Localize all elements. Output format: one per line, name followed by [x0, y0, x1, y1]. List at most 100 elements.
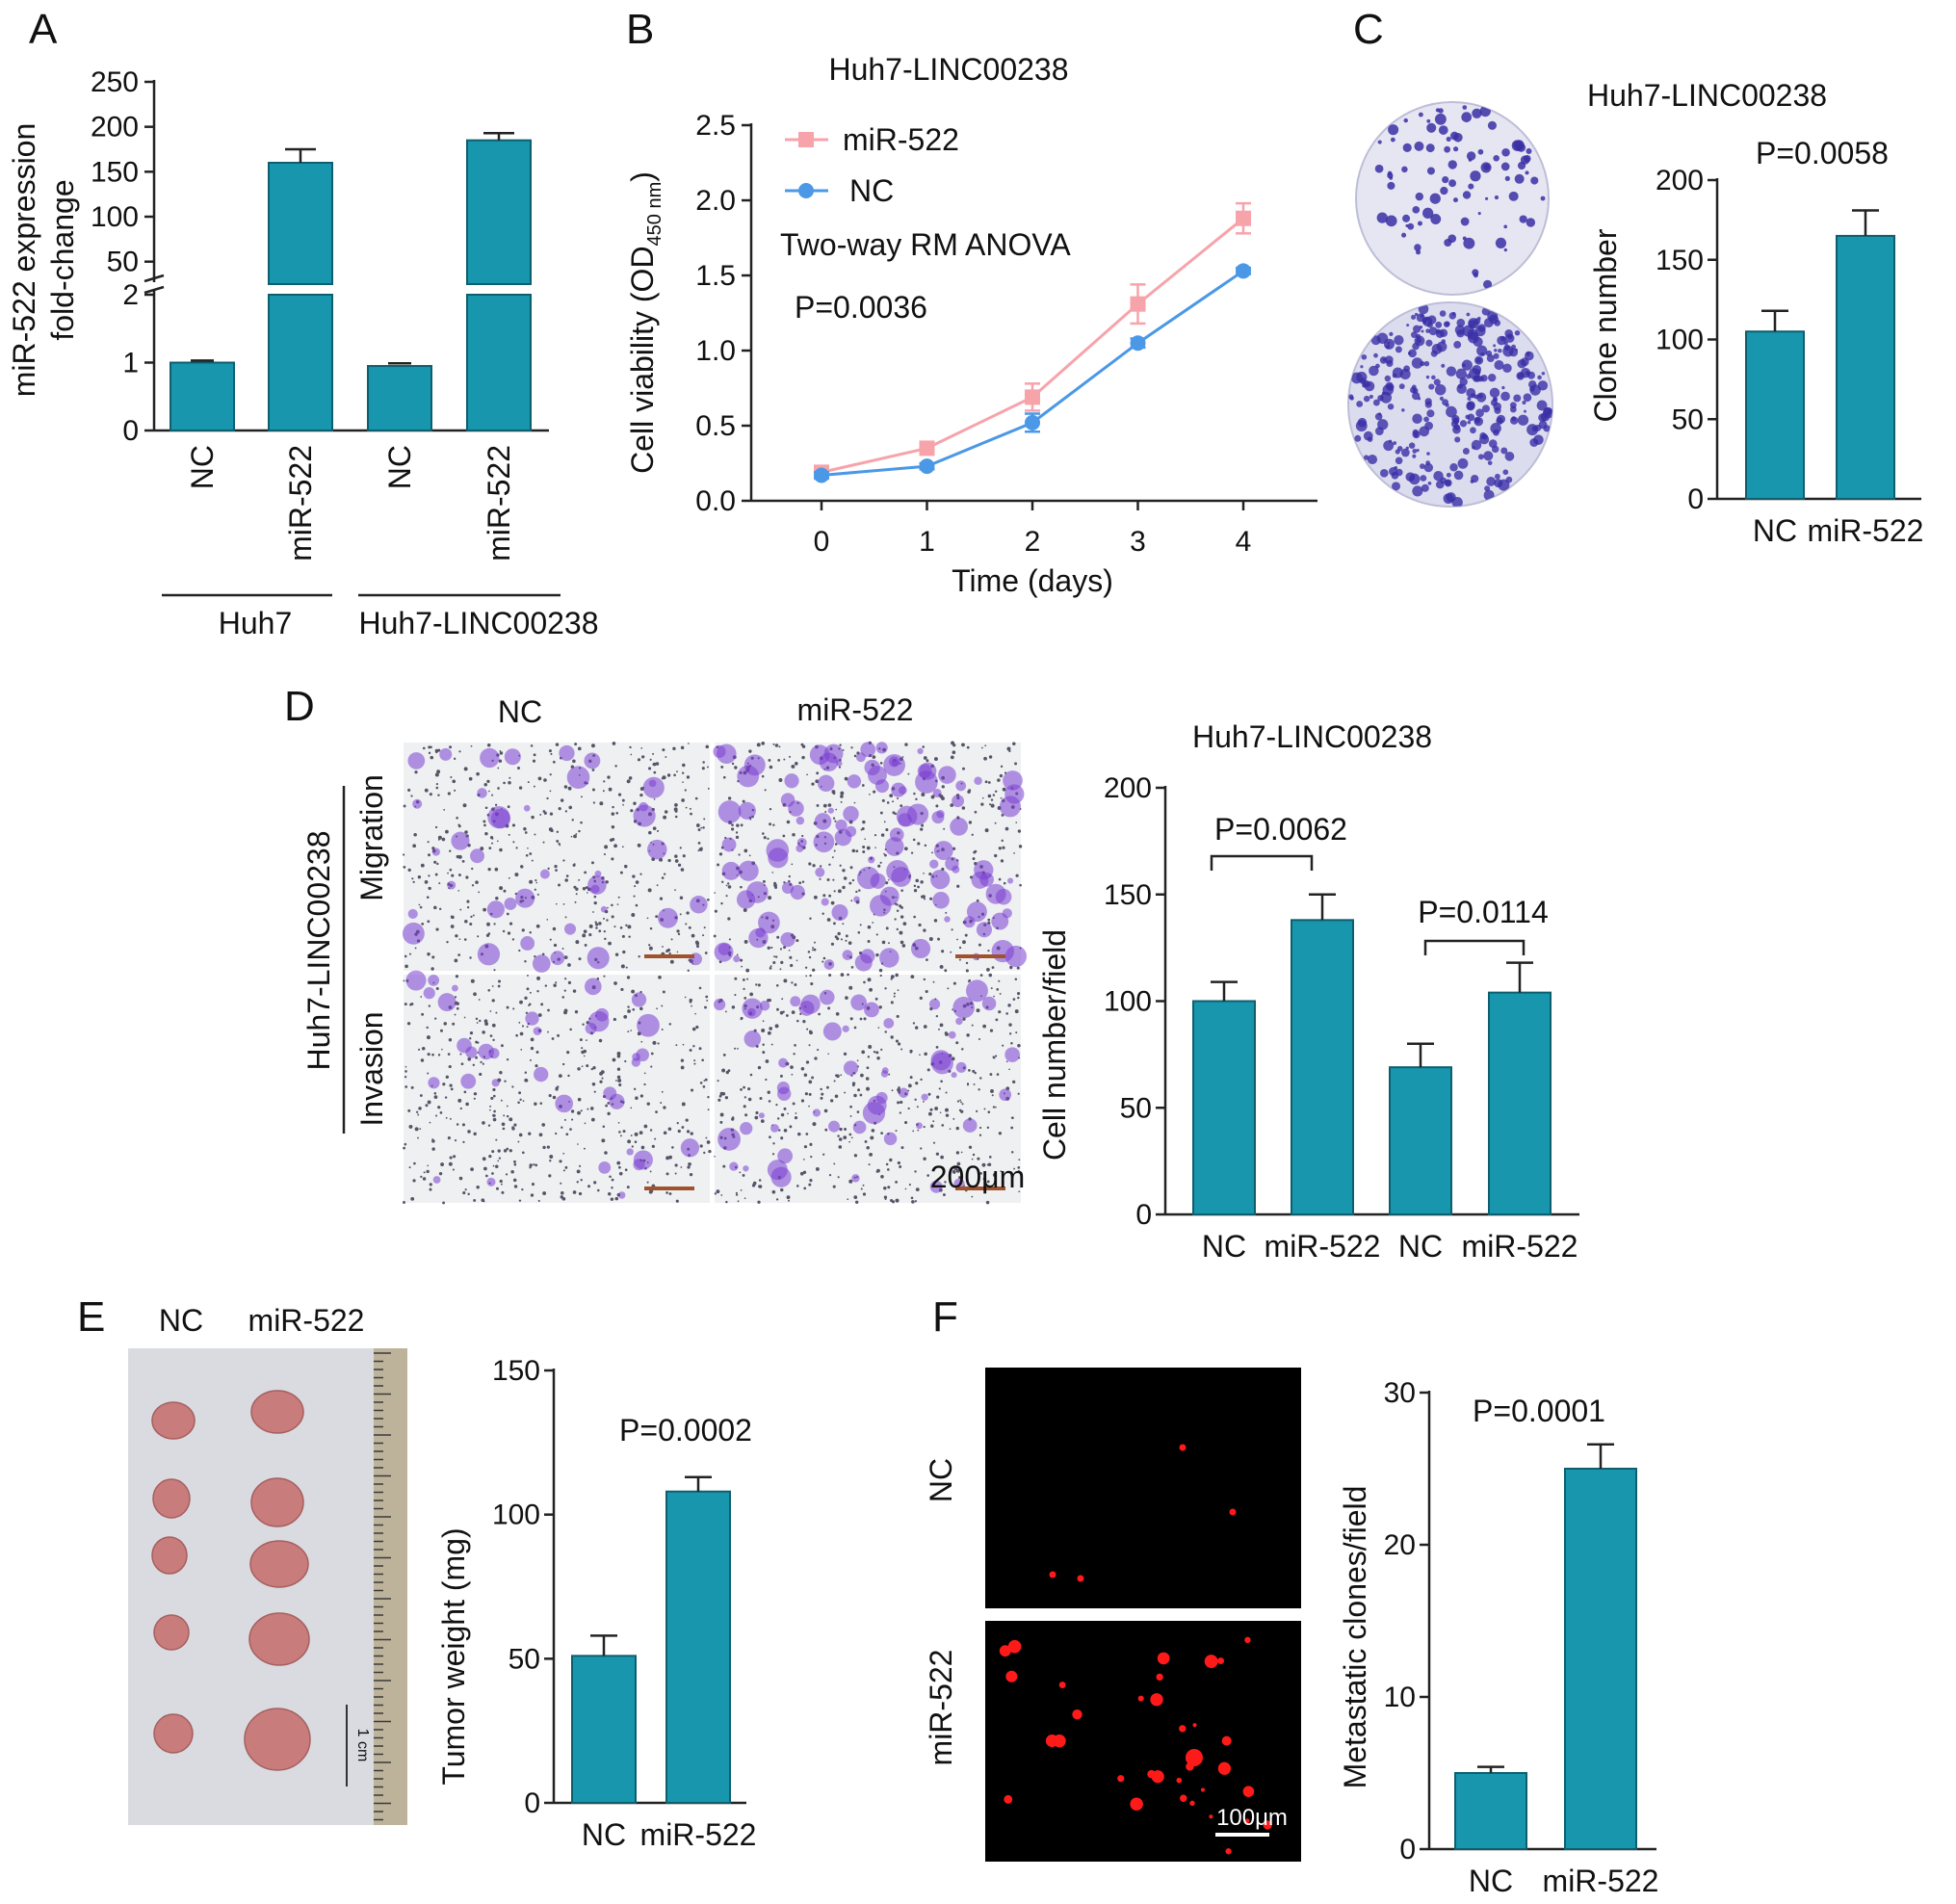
pore — [449, 849, 452, 852]
pore — [813, 948, 817, 952]
pore — [654, 1137, 657, 1140]
pore — [601, 1138, 606, 1143]
pore — [829, 1099, 834, 1103]
colony — [1415, 192, 1424, 201]
colony — [1474, 355, 1484, 365]
stained-cell — [733, 955, 741, 963]
pore — [676, 929, 680, 933]
pore — [584, 871, 587, 874]
transwell-images — [402, 741, 1028, 1205]
panel-c-title: Huh7-LINC00238 — [1587, 78, 1827, 113]
pore — [509, 1149, 512, 1153]
stained-cell — [770, 1124, 779, 1133]
pore — [575, 833, 578, 835]
pore — [495, 897, 499, 900]
pore — [506, 1005, 509, 1009]
colony — [1472, 108, 1482, 118]
pore — [762, 1051, 766, 1055]
pore — [493, 1094, 496, 1098]
colony — [1398, 383, 1405, 390]
pore — [805, 1060, 810, 1064]
pore — [705, 995, 709, 999]
panel-d-category-label: miR-522 — [1462, 1229, 1578, 1264]
pore — [656, 884, 659, 887]
pore — [883, 852, 885, 855]
pore — [640, 747, 643, 749]
pore — [913, 915, 916, 919]
pore — [862, 850, 866, 853]
pore — [414, 770, 418, 774]
tumor-photo: 1 cm — [128, 1348, 407, 1825]
pore — [943, 827, 946, 830]
stained-cell — [929, 859, 939, 869]
pore — [739, 1171, 742, 1174]
pore — [842, 885, 846, 890]
colony — [1385, 344, 1391, 350]
pore — [529, 879, 534, 884]
pore — [524, 959, 527, 963]
pore — [1006, 746, 1011, 751]
pore — [632, 874, 636, 878]
colony — [1462, 236, 1467, 241]
pore — [447, 1053, 451, 1056]
panel-a-y-tick-label: 200 — [91, 112, 139, 143]
pore — [956, 1100, 960, 1103]
panel-c: Huh7-LINC00238 P=0.0058 Clone number 050… — [1347, 78, 1923, 548]
pore — [530, 1037, 535, 1042]
panel-b-y-tick-label: 0.5 — [695, 410, 736, 442]
panel-c-bar — [1836, 234, 1895, 501]
pore — [886, 801, 890, 804]
pore — [855, 1200, 859, 1204]
pore — [822, 912, 824, 915]
stained-cell — [428, 974, 440, 986]
colony — [1541, 372, 1546, 376]
pore — [570, 835, 573, 838]
pore — [684, 789, 687, 792]
fluor-image-nc — [985, 1368, 1301, 1608]
pore — [607, 1102, 611, 1105]
pore — [608, 941, 612, 946]
stained-cell — [738, 801, 756, 820]
pore — [484, 1022, 489, 1026]
pore — [665, 1156, 670, 1161]
pore — [843, 1052, 848, 1056]
pore — [773, 955, 775, 958]
pore — [493, 923, 496, 926]
pore — [656, 1007, 658, 1010]
colony — [1417, 221, 1422, 226]
colony — [1457, 457, 1469, 469]
pore — [808, 1080, 813, 1084]
pore — [423, 1171, 426, 1174]
pore — [457, 1098, 462, 1103]
colony — [1382, 384, 1395, 396]
colony — [1369, 365, 1379, 377]
pore — [533, 1163, 535, 1166]
panel-a-axis-break-mark — [143, 274, 165, 283]
fluor-dot-mir522 — [1004, 1794, 1013, 1804]
pore — [863, 1017, 867, 1021]
pore — [691, 1004, 692, 1007]
pore — [699, 1144, 703, 1148]
pore — [661, 777, 665, 780]
pore — [507, 805, 510, 809]
pore — [627, 925, 632, 929]
pore — [688, 926, 691, 929]
pore — [561, 1126, 563, 1129]
pore — [517, 767, 520, 769]
pore — [705, 744, 710, 749]
colony — [1477, 324, 1486, 332]
panel-b-title: Huh7-LINC00238 — [828, 52, 1068, 87]
pore — [952, 743, 956, 747]
colony — [1360, 365, 1364, 369]
pore — [435, 786, 439, 790]
panel-d-group-label: Huh7-LINC00238 — [301, 830, 336, 1070]
pore — [1014, 1009, 1019, 1014]
pore — [782, 834, 786, 838]
pore — [765, 1078, 768, 1082]
pore — [547, 1008, 550, 1012]
pore — [834, 820, 837, 822]
pore — [994, 822, 997, 824]
panel-b-x-tick-label: 3 — [1130, 526, 1146, 558]
pore — [892, 800, 895, 803]
pore — [469, 922, 473, 926]
